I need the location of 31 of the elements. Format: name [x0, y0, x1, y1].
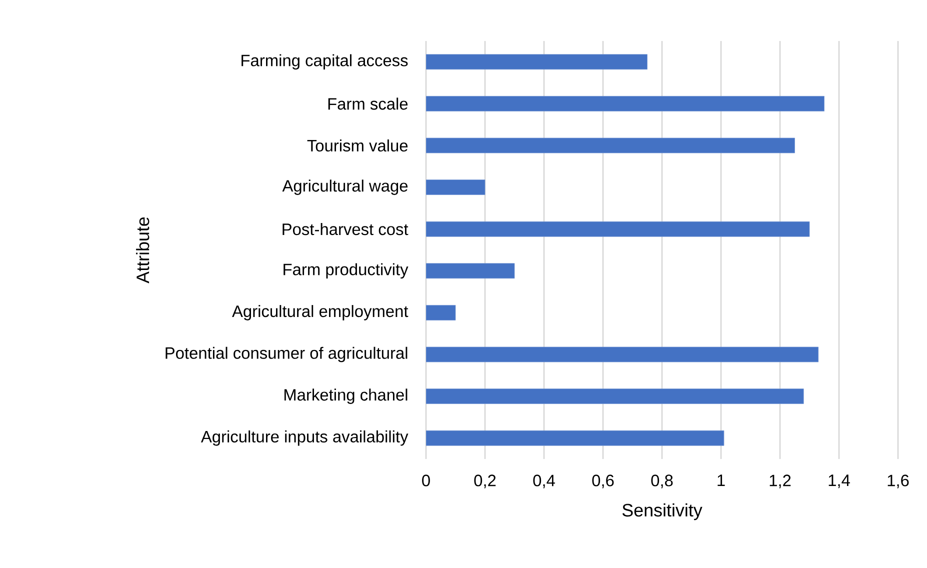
x-tick-label: 1,4: [828, 474, 850, 488]
x-tick-label: 0,6: [592, 474, 614, 488]
x-tick-label: 0,8: [651, 474, 673, 488]
bar: [426, 304, 456, 320]
y-tick-label: Potential consumer of agricultural: [166, 346, 408, 362]
bar: [426, 221, 810, 237]
x-tick-label: 1,6: [888, 474, 909, 488]
y-tick-label: Farming capital access: [242, 54, 408, 70]
bar: [426, 180, 486, 195]
bar: [426, 388, 804, 404]
y-tick-label: Agricultural employment: [232, 305, 408, 320]
x-axis-title: Sensitivity: [622, 503, 702, 520]
y-tick-label: Farm productivity: [284, 263, 408, 279]
y-tick-label: Agricultural wage: [282, 180, 408, 195]
bar: [426, 96, 824, 112]
x-tick-label: 0: [422, 474, 430, 486]
bar: [426, 54, 648, 70]
y-tick-label: Marketing chanel: [284, 388, 408, 404]
bar: [426, 138, 795, 154]
y-tick-label: Post-harvest cost: [282, 223, 408, 236]
x-tick-label: 0,2: [474, 474, 496, 488]
y-tick-label: Agriculture inputs availability: [200, 430, 408, 446]
x-tick-label: 1,2: [770, 474, 791, 488]
y-axis-title: Attribute: [136, 217, 150, 284]
y-tick-label: Farm scale: [328, 98, 408, 110]
x-tick-label: 1: [718, 474, 725, 486]
x-tick-label: 0,4: [533, 474, 555, 488]
y-tick-label: Tourism value: [307, 139, 408, 152]
bar: [426, 263, 515, 279]
bar: [426, 430, 724, 446]
bar: [426, 346, 819, 362]
